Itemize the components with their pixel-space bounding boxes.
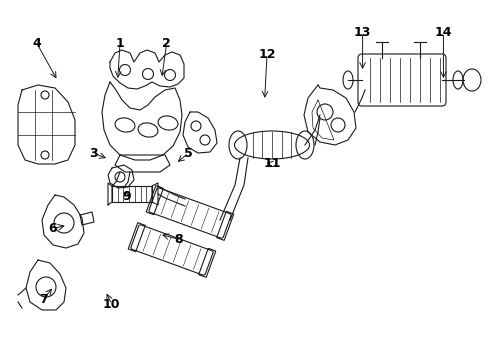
Text: 11: 11 xyxy=(263,157,281,170)
Text: 2: 2 xyxy=(162,37,171,50)
Text: 10: 10 xyxy=(103,298,121,311)
Text: 7: 7 xyxy=(39,293,48,306)
Text: 13: 13 xyxy=(354,26,371,39)
Text: 4: 4 xyxy=(32,37,41,50)
Text: 6: 6 xyxy=(49,222,57,235)
Text: 8: 8 xyxy=(174,233,183,246)
Text: 1: 1 xyxy=(116,37,124,50)
Text: 5: 5 xyxy=(184,147,193,159)
Text: 3: 3 xyxy=(89,147,98,159)
Text: 12: 12 xyxy=(258,48,276,60)
Text: 14: 14 xyxy=(435,26,452,39)
Text: 9: 9 xyxy=(122,190,131,203)
